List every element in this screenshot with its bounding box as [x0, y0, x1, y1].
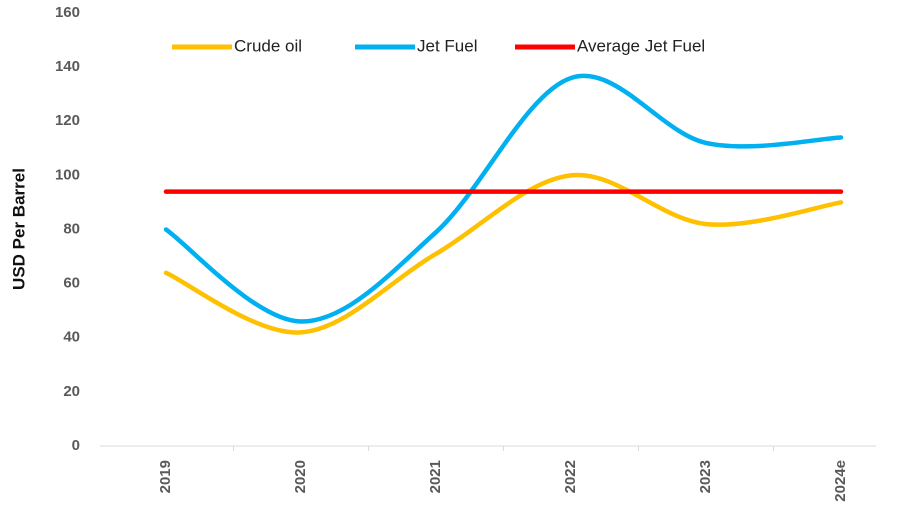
y-tick-label: 160: [55, 4, 80, 21]
y-tick-label: 80: [63, 220, 80, 237]
y-tick-label: 0: [72, 437, 80, 454]
series-line: [163, 73, 844, 324]
legend-label: Crude oil: [234, 36, 302, 55]
series-line: [163, 172, 844, 335]
legend-label: Average Jet Fuel: [577, 36, 705, 55]
x-tick-label: 2022: [562, 460, 579, 493]
y-tick-label: 60: [63, 275, 80, 292]
y-tick-label: 120: [55, 112, 80, 129]
x-tick-label: 2020: [292, 460, 309, 493]
x-tick-label: 2024e: [832, 460, 849, 502]
y-tick-label: 140: [55, 58, 80, 75]
y-tick-label: 100: [55, 166, 80, 183]
x-tick-label: 2023: [697, 460, 714, 493]
x-tick-label: 2019: [157, 460, 174, 493]
y-tick-label: 20: [63, 383, 80, 400]
y-axis-title: USD Per Barrel: [9, 168, 28, 290]
x-tick-label: 2021: [427, 460, 444, 493]
y-tick-label: 40: [63, 329, 80, 346]
legend-label: Jet Fuel: [417, 36, 477, 55]
